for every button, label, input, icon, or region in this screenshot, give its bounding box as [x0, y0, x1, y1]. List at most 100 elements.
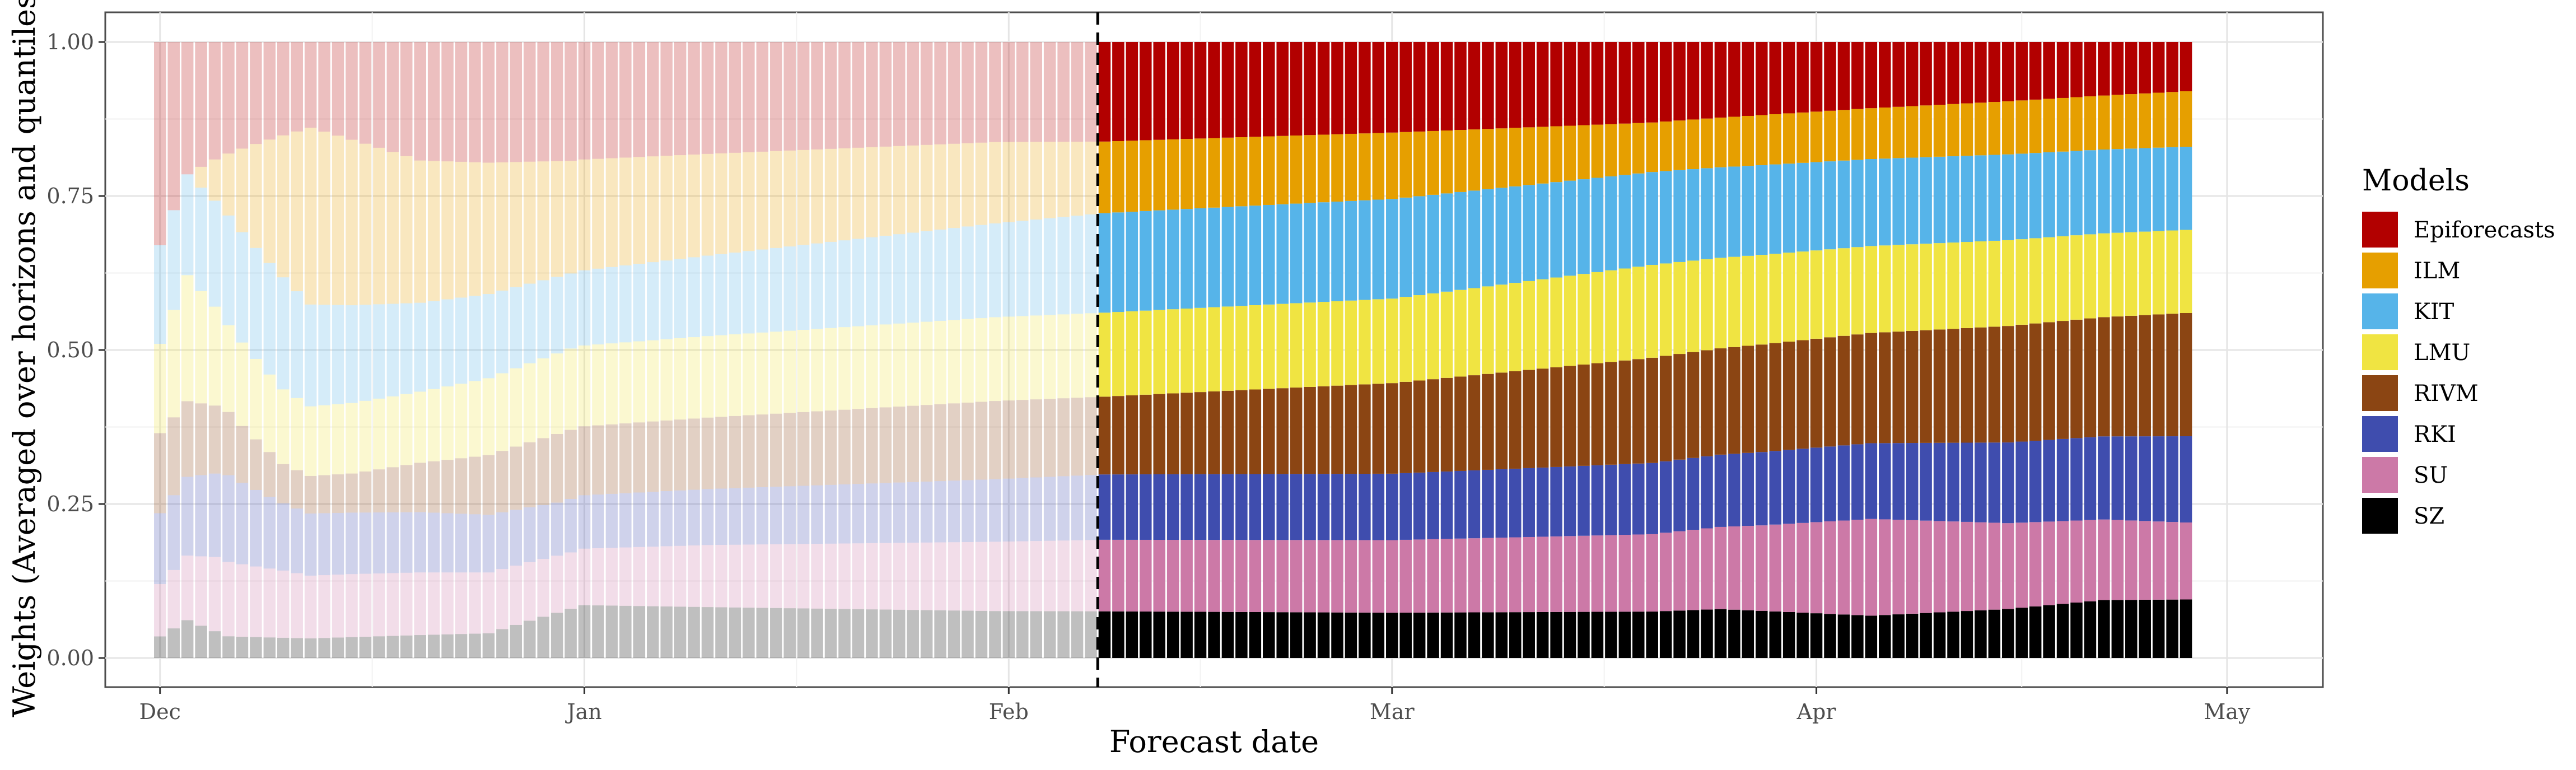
bar-segment-lmu [1879, 245, 1891, 333]
bar-segment-ilm [1180, 139, 1193, 209]
bar-segment-epiforecasts [2015, 42, 2028, 101]
bar-segment-sz [1618, 612, 1631, 658]
bar-segment-epiforecasts [222, 42, 235, 154]
bar-segment-rivm [1482, 374, 1494, 470]
bar-segment-lmu [1194, 307, 1207, 393]
bar-segment-lmu [948, 320, 960, 404]
bar-segment-ilm [537, 161, 549, 281]
bar-segment-epiforecasts [537, 42, 549, 162]
bar-segment-rivm [1618, 360, 1631, 464]
bar-segment-epiforecasts [496, 42, 508, 162]
bar-segment-sz [1605, 612, 1617, 658]
bar-segment-rki [1372, 473, 1385, 540]
bar-segment-rivm [729, 416, 741, 488]
bar-segment-rivm [866, 408, 878, 484]
bar-segment-su [1824, 521, 1836, 614]
bar-segment-sz [1002, 611, 1015, 658]
bar-segment-ilm [236, 148, 249, 232]
bar-segment-epiforecasts [1345, 42, 1357, 134]
bar-segment-kit [1194, 208, 1207, 308]
bar-segment-epiforecasts [1756, 42, 1768, 115]
legend-label-kit: KIT [2414, 299, 2454, 325]
bar-segment-lmu [304, 406, 317, 476]
bar-segment-epiforecasts [1153, 42, 1165, 140]
bar-segment-sz [1920, 613, 1932, 658]
bar-segment-rki [989, 479, 1001, 542]
bar-segment-ilm [729, 152, 741, 253]
bar-segment-sz [1714, 609, 1727, 658]
bar-segment-kit [2084, 150, 2097, 235]
bar-segment-epiforecasts [167, 42, 180, 211]
bar-segment-lmu [2015, 239, 2028, 325]
bar-segment-ilm [1564, 125, 1576, 181]
bar-segment-sz [1564, 612, 1576, 658]
bar-segment-kit [304, 304, 317, 407]
bar-segment-rivm [1085, 397, 1097, 475]
bar-segment-epiforecasts [2084, 42, 2097, 97]
bar-segment-su [1399, 539, 1412, 613]
bar-segment-epiforecasts [989, 42, 1001, 142]
bar-segment-epiforecasts [1536, 42, 1549, 127]
bar-segment-ilm [1728, 116, 1740, 167]
bar-segment-ilm [715, 153, 727, 254]
bar-segment-rki [592, 494, 604, 549]
bar-segment-lmu [1892, 245, 1905, 332]
bar-segment-kit [619, 265, 632, 343]
bar-segment-rki [1673, 459, 1686, 531]
bar-segment-sz [550, 613, 563, 658]
bar-segment-rivm [578, 426, 591, 496]
bar-segment-su [1756, 525, 1768, 611]
bar-segment-su [1550, 536, 1562, 612]
bar-segment-kit [1605, 176, 1617, 270]
bar-segment-su [2098, 519, 2110, 600]
bar-segment-epiforecasts [263, 42, 276, 140]
bar-segment-rivm [1413, 380, 1426, 473]
bar-segment-rki [2043, 440, 2055, 522]
bar-segment-rivm [2098, 317, 2110, 437]
bar-segment-epiforecasts [619, 42, 632, 158]
x-tick-label: Mar [1370, 699, 1415, 724]
bar-segment-ilm [975, 142, 988, 225]
bar-segment-lmu [250, 358, 262, 440]
bar-segment-lmu [359, 400, 372, 472]
bar-segment-lmu [1413, 295, 1426, 381]
bar-segment-kit [1742, 166, 1754, 256]
bar-segment-epiforecasts [1618, 42, 1631, 124]
bar-segment-su [1359, 540, 1371, 613]
bar-segment-ilm [359, 143, 372, 305]
bar-segment-lmu [1933, 243, 1946, 330]
bar-segment-rki [838, 484, 851, 544]
bar-segment-sz [1372, 613, 1385, 658]
bar-segment-epiforecasts [674, 42, 687, 156]
bar-segment-kit [1756, 165, 1768, 255]
bar-segment-ilm [1920, 105, 1932, 157]
bar-segment-su [1249, 540, 1262, 612]
bar-segment-su [1961, 521, 1973, 612]
bar-segment-sz [1975, 610, 1987, 658]
bar-segment-rki [1399, 473, 1412, 540]
bar-segment-ilm [1701, 118, 1713, 169]
x-tick-label: May [2204, 699, 2251, 724]
bar-segment-rivm [524, 442, 536, 507]
bar-segment-lmu [1536, 279, 1549, 369]
bar-segment-su [2111, 520, 2124, 600]
bar-segment-sz [852, 609, 865, 658]
bar-segment-rivm [2056, 321, 2069, 439]
bar-segment-sz [346, 637, 358, 658]
bar-segment-sz [250, 637, 262, 658]
bar-segment-rivm [1016, 400, 1029, 478]
bar-segment-rivm [1194, 392, 1207, 474]
bar-segment-ilm [1536, 127, 1549, 184]
bar-segment-rivm [715, 417, 727, 489]
bar-segment-rivm [1002, 400, 1015, 479]
bar-segment-rivm [1550, 367, 1562, 467]
bar-segment-lmu [2166, 230, 2178, 314]
bar-segment-lmu [1454, 290, 1467, 377]
bar-segment-lmu [1796, 251, 1809, 340]
legend-label-sz: SZ [2414, 503, 2444, 529]
bar-segment-ilm [2070, 97, 2083, 151]
bar-segment-epiforecasts [1892, 42, 1905, 107]
bar-segment-ilm [510, 162, 522, 287]
bar-segment-su [1659, 533, 1672, 612]
bar-segment-lmu [1646, 264, 1658, 358]
